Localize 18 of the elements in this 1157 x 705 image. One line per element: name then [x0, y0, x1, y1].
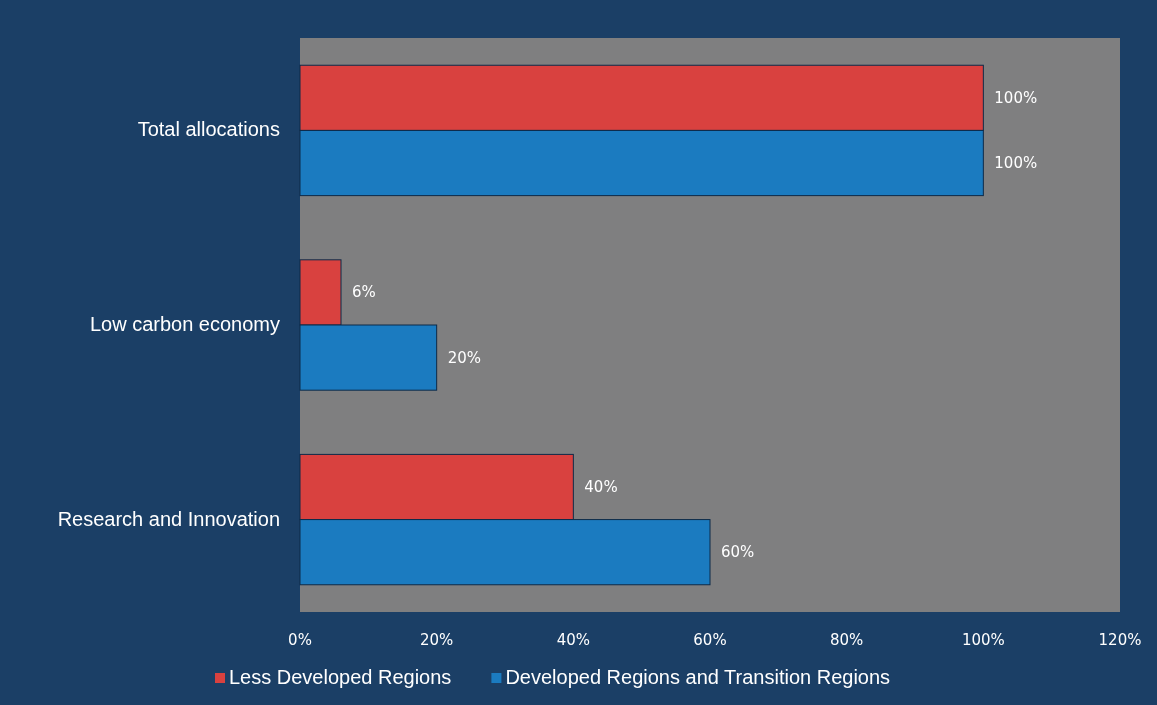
data-label: 100%	[994, 154, 1038, 173]
data-label: 60%	[721, 543, 755, 562]
x-tick-label: 20%	[419, 631, 454, 649]
x-tick-label: 120%	[1098, 631, 1142, 649]
x-tick-label: 60%	[693, 631, 727, 649]
x-tick-label: 40%	[556, 631, 591, 649]
data-label: 20%	[447, 348, 482, 367]
y-tick-label: Low carbon economy	[89, 313, 280, 335]
data-label: 6%	[352, 283, 376, 302]
x-tick-label: 0%	[288, 631, 312, 649]
data-label: 40%	[584, 477, 618, 496]
y-tick-label: Research and Innovation	[57, 507, 280, 530]
data-label: 100%	[994, 88, 1038, 107]
legend-label: Developed Regions and Transition Regions	[505, 666, 891, 688]
y-tick-label: Total allocations	[137, 118, 280, 141]
x-tick-label: 80%	[829, 631, 864, 649]
legend-label: Less Developed Regions	[229, 666, 452, 688]
x-tick-label: 100%	[961, 631, 1005, 649]
